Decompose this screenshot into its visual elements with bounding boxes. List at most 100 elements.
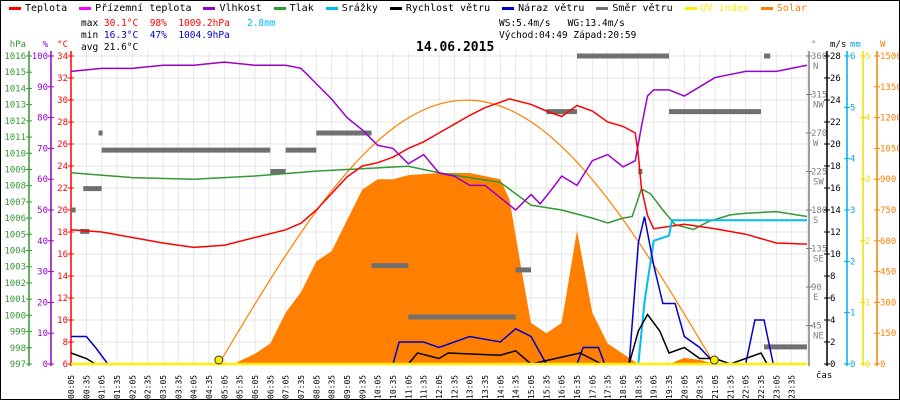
wind-tick-label: 20 <box>830 140 841 150</box>
direction-compass-label: NW <box>813 101 824 111</box>
x-tick-label: 18:35 <box>634 375 643 399</box>
legend-item: UV index <box>684 3 749 14</box>
uv-tick-label: 0 <box>865 360 870 370</box>
x-tick-label: 19:05 <box>650 375 659 399</box>
pressure-tick-label: 998 <box>10 344 26 354</box>
solar-tick-label: 1200 <box>880 114 900 124</box>
pressure-tick-label: 1010 <box>4 149 26 159</box>
max-row: max 30.1°C 98% 1009.2hPa 2.8mm <box>81 18 276 29</box>
pressure-tick-label: 1003 <box>4 263 26 273</box>
temperature-tick-label: 10 <box>57 316 68 326</box>
humidity-tick-label: 80 <box>37 114 48 124</box>
legend-swatch <box>325 7 338 10</box>
x-tick-label: 05:05 <box>220 375 229 399</box>
x-tick-label: 07:35 <box>297 375 306 399</box>
pressure-tick-label: 1002 <box>4 279 26 289</box>
max-rain: 2.8mm <box>246 18 276 29</box>
x-tick-label: 03:35 <box>174 375 183 399</box>
pressure-tick-label: 1006 <box>4 214 26 224</box>
chart-title: 14.06.2015 <box>416 40 495 55</box>
direction-tick-label: 225 <box>811 168 827 178</box>
temperature-tick-label: 30 <box>57 96 68 106</box>
wind-gust-max: WG:13.4m/s <box>567 18 625 29</box>
x-tick-label: 14:35 <box>512 375 521 399</box>
solar-tick-label: 600 <box>880 237 896 247</box>
direction-tick-label: 315 <box>811 91 827 101</box>
rain-tick-label: 5 <box>850 103 855 113</box>
uv-tick-label: 3 <box>865 175 870 185</box>
max-temp: 30.1°C <box>103 18 139 29</box>
x-tick-label: 11:35 <box>420 375 429 399</box>
legend-label: Solar <box>776 3 807 14</box>
x-tick-label: 20:05 <box>680 375 689 399</box>
wind-tick-label: 24 <box>830 96 841 106</box>
x-tick-label: 09:05 <box>343 375 352 399</box>
x-tick-label: 12:05 <box>435 375 444 399</box>
solar-tick-label: 1050 <box>880 144 900 154</box>
x-tick-label: 17:35 <box>604 375 613 399</box>
temperature-tick-label: 32 <box>57 74 68 84</box>
wind-tick-label: 12 <box>830 228 841 238</box>
uv-tick-label: 2 <box>865 237 870 247</box>
pressure-tick-label: 1001 <box>4 295 26 305</box>
direction-tick-label: 270 <box>811 129 827 139</box>
humidity-tick-label: 70 <box>37 144 48 154</box>
legend-label: Náraz větru <box>518 3 585 14</box>
pressure-tick-label: 1011 <box>4 133 26 143</box>
x-tick-label: 23:05 <box>772 375 781 399</box>
solar-area <box>233 173 716 364</box>
max-humidity: 98% <box>149 18 167 29</box>
x-tick-label: 14:05 <box>496 375 505 399</box>
temperature-tick-label: 12 <box>57 294 68 304</box>
temperature-unit: °C <box>57 40 68 50</box>
x-tick-label: 16:05 <box>558 375 567 399</box>
temperature-tick-label: 20 <box>57 206 68 216</box>
sunset: Západ:20:59 <box>573 30 637 41</box>
legend-item: Rychlost větru <box>389 3 490 14</box>
x-tick-label: 13:35 <box>481 375 490 399</box>
x-tick-label: 07:05 <box>282 375 291 399</box>
pressure-tick-label: 1016 <box>4 52 26 62</box>
solar-tick-label: 300 <box>880 298 896 308</box>
x-tick-label: 15:35 <box>542 375 551 399</box>
wind-tick-label: 18 <box>830 162 841 172</box>
temperature-tick-label: 24 <box>57 162 68 172</box>
wind-direction-segment <box>546 109 577 115</box>
direction-compass-label: SE <box>813 255 824 265</box>
x-tick-label: 16:35 <box>573 375 582 399</box>
x-tick-label: 06:05 <box>251 375 260 399</box>
temperature-tick-label: 22 <box>57 184 68 194</box>
humidity-unit: % <box>43 40 49 50</box>
legend-label: Vlhkost <box>219 3 262 14</box>
x-tick-label: 00:05 <box>67 375 76 399</box>
legend-swatch <box>203 7 216 10</box>
sunrise: Východ:04:49 <box>499 30 568 41</box>
temperature-tick-label: 26 <box>57 140 68 150</box>
wind-direction-segment <box>71 207 76 213</box>
solar-tick-label: 900 <box>880 175 896 185</box>
x-tick-label: 23:35 <box>788 375 797 399</box>
pressure-unit: hPa <box>10 40 26 50</box>
x-tick-label: 17:05 <box>588 375 597 399</box>
direction-compass-label: N <box>813 62 818 72</box>
pressure-tick-label: 1007 <box>4 198 26 208</box>
humidity-tick-label: 100 <box>32 52 48 62</box>
humidity-tick-label: 90 <box>37 83 48 93</box>
humidity-tick-label: 10 <box>37 329 48 339</box>
x-tick-label: 20:35 <box>696 375 705 399</box>
wind-tick-label: 22 <box>830 118 841 128</box>
humidity-line <box>70 61 808 212</box>
x-tick-label: 09:35 <box>358 375 367 399</box>
temperature-tick-label: 16 <box>57 250 68 260</box>
x-tick-label: 10:05 <box>374 375 383 399</box>
solar-tick-label: 1350 <box>880 83 900 93</box>
legend-label: UV index <box>700 3 749 14</box>
sun-info: Východ:04:49 Západ:20:59 <box>499 30 636 41</box>
rain-tick-label: 3 <box>850 206 855 216</box>
legend-item: Přízemní teplota <box>79 3 191 14</box>
x-tick-label: 12:35 <box>450 375 459 399</box>
legend-swatch <box>273 7 286 10</box>
rain-tick-label: 1 <box>850 309 855 319</box>
min-humidity: 47% <box>149 30 167 41</box>
legend-label: Přízemní teplota <box>95 3 192 14</box>
